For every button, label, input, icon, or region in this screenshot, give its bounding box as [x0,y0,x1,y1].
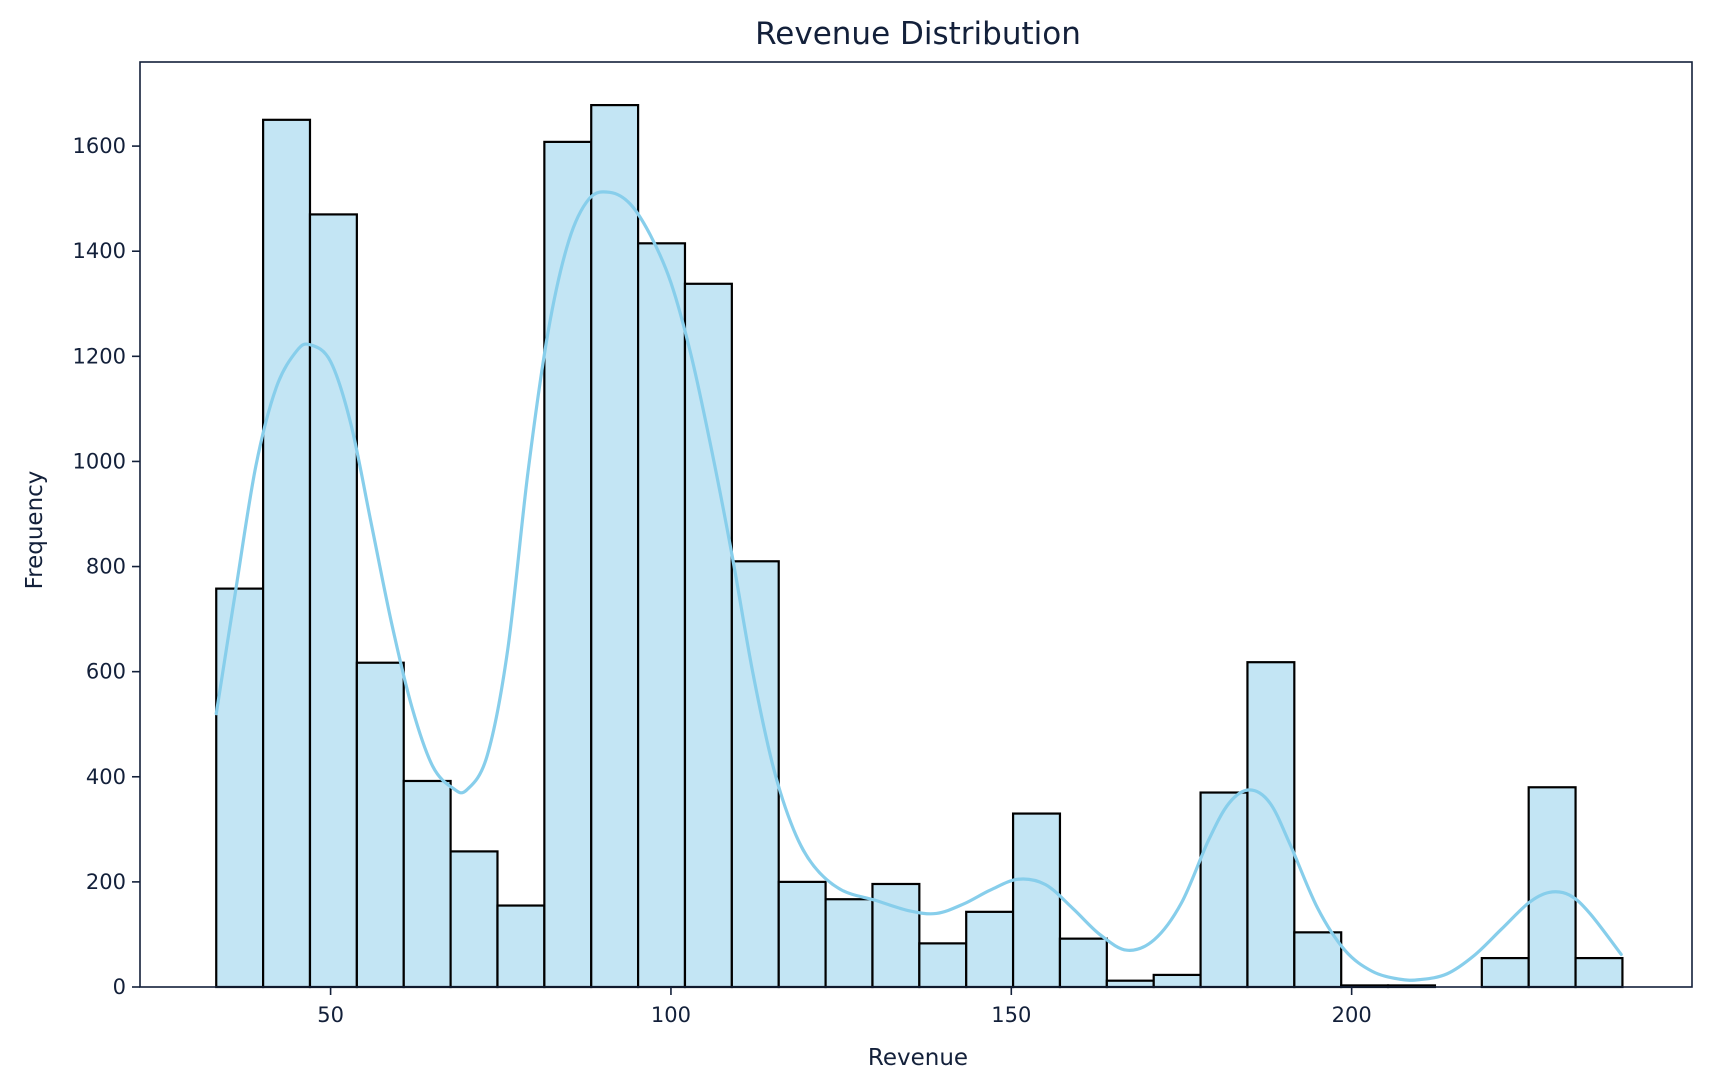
histogram-bar [590,103,640,989]
histogram-bar [1199,791,1249,989]
histogram-bar [1480,956,1530,989]
histogram-bar [1105,979,1155,989]
plot-frame [139,61,1693,988]
y-tick-label: 1200 [73,344,126,368]
histogram-bar [636,242,687,989]
histogram-bar [1011,812,1062,989]
histogram-bar [262,118,312,989]
histogram-bar [1152,973,1202,989]
histogram-bar [308,213,358,989]
y-tick-label: 1600 [73,134,126,158]
y-axis-label: Frequency [22,471,48,590]
histogram-bar [355,661,405,989]
y-axis-ticks: 0 200 400 600 800 1000 1200 1400 1600 [73,134,140,999]
x-tick-label: 200 [1332,1003,1372,1027]
chart-title: Revenue Distribution [755,16,1081,52]
histogram-bar [918,942,968,989]
histogram-bar [730,560,780,989]
histogram-bar [965,910,1015,989]
histogram-bar [1527,786,1577,989]
kde-curve [214,190,1623,982]
histogram-bar [543,140,593,989]
y-tick-label: 600 [86,660,126,684]
x-tick-label: 150 [991,1003,1031,1027]
histogram-bar [1574,956,1624,989]
x-tick-label: 50 [317,1003,344,1027]
y-tick-label: 0 [113,975,126,999]
histogram-bar [871,882,921,989]
y-tick-label: 1000 [73,449,126,473]
histogram-bar [1246,661,1296,989]
histogram-bar [402,779,452,989]
y-tick-label: 200 [86,870,126,894]
histogram-bar [777,880,827,989]
y-tick-label: 1400 [73,239,126,263]
histogram-bar [824,898,874,989]
histogram-bar [683,282,733,989]
histogram-bar [496,904,546,989]
bars-layer [215,103,1624,989]
x-tick-label: 100 [651,1003,691,1027]
histogram-bar [1293,931,1343,989]
x-axis-ticks: 50 100 150 200 [317,987,1372,1027]
y-tick-label: 800 [86,555,126,579]
histogram-bar [1058,937,1108,989]
histogram-bar [215,587,265,989]
x-axis-label: Revenue [868,1045,968,1071]
histogram-bar [449,850,499,989]
y-tick-label: 400 [86,765,126,789]
